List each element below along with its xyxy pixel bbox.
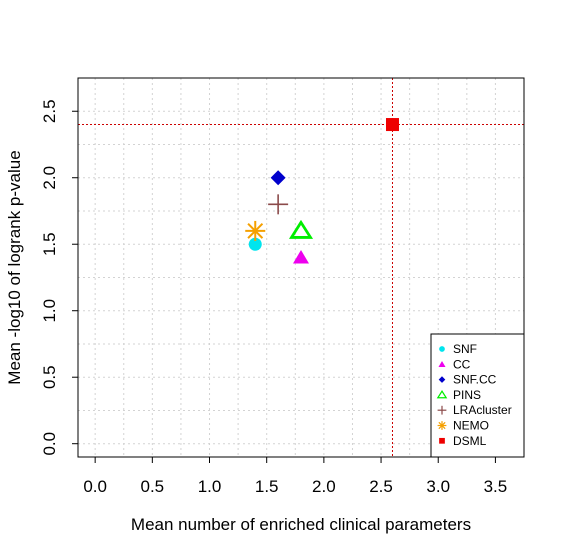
- data-point-lracluster: [268, 194, 289, 215]
- plot-frame: [77, 77, 525, 458]
- axis-ticks: 0.0 0.5 1.0 1.5 2.0 2.5 3.0 3.5 0.0 0.5 1.0 1.5 2.0 2…: [40, 99, 507, 496]
- legend-marker-cc: [438, 361, 446, 367]
- legend-label-nemo: NEMO: [453, 419, 489, 433]
- legend-marker-lracluster: [437, 405, 447, 415]
- x-axis-title: Mean number of enriched clinical paramet…: [131, 515, 471, 534]
- y-axis-title: Mean -log10 of logrank p-value: [5, 150, 24, 384]
- y-tick-label: 0.5: [40, 365, 59, 389]
- legend-marker-pins: [436, 390, 448, 399]
- legend-label-cc: CC: [453, 357, 471, 371]
- y-tick-label: 1.5: [40, 232, 59, 256]
- legend-marker-snf-cc: [438, 376, 446, 383]
- y-tick-label: 2.0: [40, 166, 59, 190]
- x-tick-label: 0.0: [83, 477, 107, 496]
- legend-label-snf-cc: SNF.CC: [453, 373, 497, 387]
- data-point-dsml: [385, 118, 399, 132]
- data-point-pins: [288, 219, 314, 239]
- x-tick-label: 0.5: [141, 477, 165, 496]
- y-tick-label: 0.0: [40, 432, 59, 456]
- legend-label-pins: PINS: [453, 388, 481, 402]
- y-tick-label: 1.0: [40, 299, 59, 323]
- legend-label-dsml: DSML: [453, 434, 487, 448]
- legend-label-snf: SNF: [453, 342, 477, 356]
- x-tick-label: 2.0: [312, 477, 336, 496]
- legend-label-lracluster: LRAcluster: [453, 403, 512, 417]
- legend-box: [430, 333, 525, 458]
- legend-marker-nemo: [437, 421, 447, 430]
- data-point-snf: [248, 237, 262, 251]
- data-point-cc: [293, 250, 309, 264]
- x-tick-label: 3.0: [426, 477, 450, 496]
- data-point-snf-cc: [270, 170, 286, 186]
- legend-marker-snf: [439, 346, 445, 352]
- data-point-nemo: [245, 220, 266, 241]
- x-tick-label: 3.5: [484, 477, 508, 496]
- x-tick-label: 1.0: [198, 477, 222, 496]
- x-tick-label: 1.5: [255, 477, 279, 496]
- legend-marker-dsml: [439, 437, 445, 444]
- x-tick-label: 2.5: [369, 477, 393, 496]
- data-points: [245, 118, 399, 264]
- y-tick-label: 2.5: [40, 99, 59, 123]
- reference-lines: [78, 78, 524, 457]
